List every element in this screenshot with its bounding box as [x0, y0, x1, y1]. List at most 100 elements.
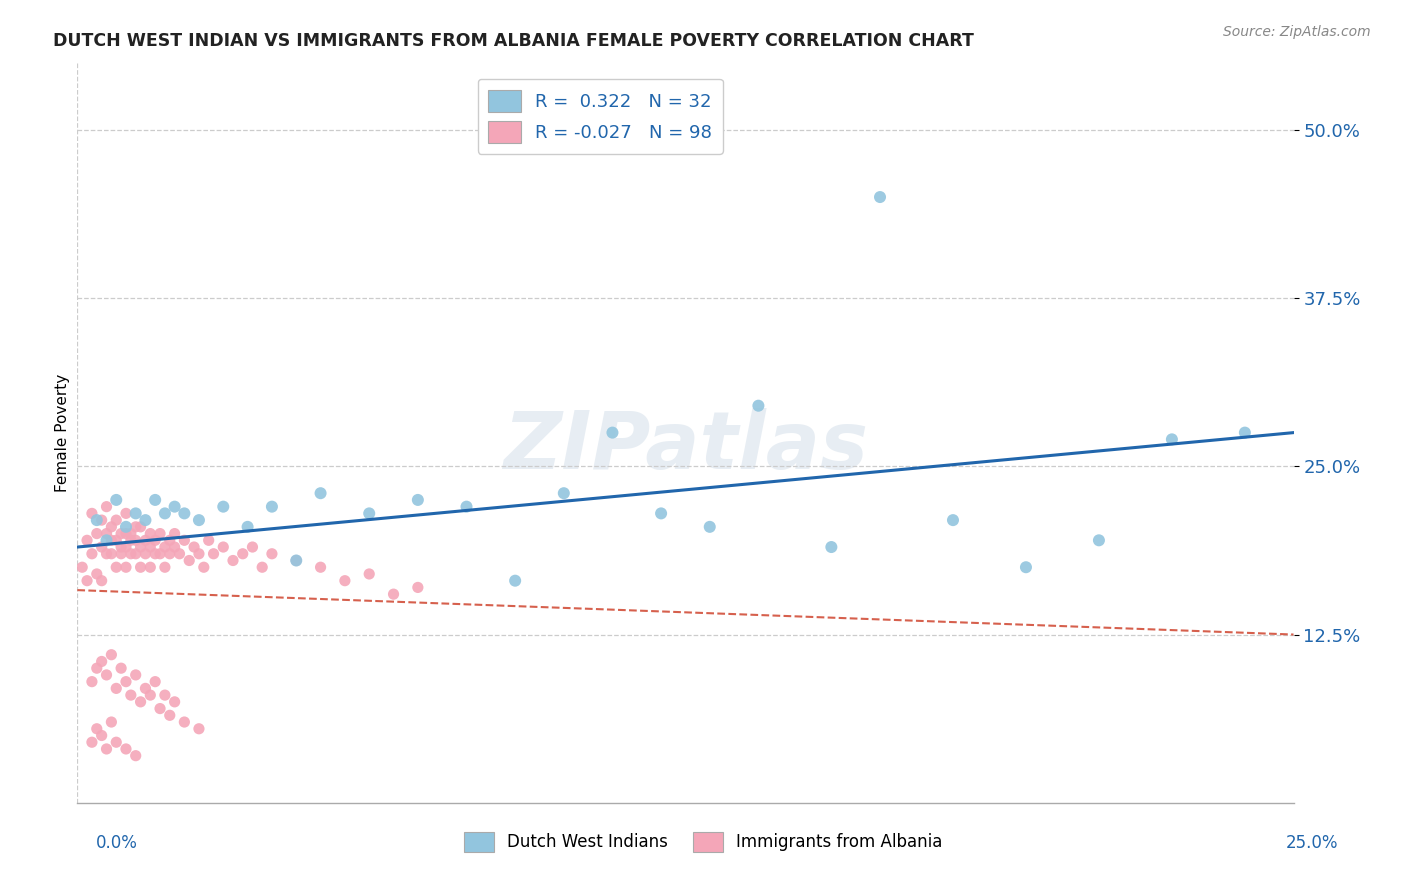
Point [105, 492, 128, 507]
Point [503, 574, 526, 588]
Point [76, 574, 98, 588]
Text: DUTCH WEST INDIAN VS IMMIGRANTS FROM ALBANIA FEMALE POVERTY CORRELATION CHART: DUTCH WEST INDIAN VS IMMIGRANTS FROM ALB… [53, 32, 974, 50]
Point [100, 547, 122, 561]
Point [406, 492, 429, 507]
Point [129, 560, 152, 574]
Point [125, 748, 148, 763]
Point [260, 500, 283, 514]
Point [159, 547, 181, 561]
Point [90, 729, 112, 743]
Point [115, 560, 138, 574]
Point [163, 540, 186, 554]
Point [125, 547, 148, 561]
Point [197, 533, 219, 548]
Point [242, 540, 264, 554]
Point [120, 533, 142, 548]
Point [1015, 560, 1038, 574]
Point [100, 533, 122, 548]
Legend: Dutch West Indians, Immigrants from Albania: Dutch West Indians, Immigrants from Alba… [457, 825, 949, 859]
Point [86, 526, 108, 541]
Point [382, 587, 405, 601]
Point [406, 581, 429, 595]
Point [153, 507, 176, 521]
Point [115, 526, 138, 541]
Point [86, 661, 108, 675]
Point [149, 547, 172, 561]
Point [134, 513, 156, 527]
Point [193, 560, 215, 574]
Point [76, 533, 98, 548]
Text: ZIPatlas: ZIPatlas [503, 409, 868, 486]
Point [139, 540, 162, 554]
Point [173, 533, 195, 548]
Point [232, 547, 254, 561]
Point [96, 547, 118, 561]
Point [125, 533, 148, 548]
Point [456, 500, 478, 514]
Point [110, 661, 132, 675]
Point [134, 533, 156, 548]
Point [100, 520, 122, 534]
Point [179, 553, 201, 567]
Text: Source: ZipAtlas.com: Source: ZipAtlas.com [1223, 25, 1371, 39]
Point [115, 540, 138, 554]
Point [699, 520, 721, 534]
Point [80, 547, 103, 561]
Point [143, 674, 166, 689]
Point [1233, 425, 1256, 440]
Point [188, 722, 211, 736]
Point [125, 520, 148, 534]
Point [70, 560, 93, 574]
Point [820, 540, 842, 554]
Point [650, 507, 672, 521]
Point [202, 547, 225, 561]
Point [143, 533, 166, 548]
Point [129, 520, 152, 534]
Point [285, 553, 308, 567]
Point [173, 714, 195, 729]
Point [188, 513, 211, 527]
Point [90, 513, 112, 527]
Point [222, 553, 245, 567]
Point [143, 492, 166, 507]
Legend: R =  0.322   N = 32, R = -0.027   N = 98: R = 0.322 N = 32, R = -0.027 N = 98 [478, 78, 723, 153]
Point [125, 668, 148, 682]
Point [80, 735, 103, 749]
Point [105, 681, 128, 696]
Point [90, 540, 112, 554]
Point [110, 547, 132, 561]
Point [100, 648, 122, 662]
Point [86, 566, 108, 581]
Point [96, 668, 118, 682]
Point [129, 540, 152, 554]
Point [129, 695, 152, 709]
Point [153, 560, 176, 574]
Y-axis label: Female Poverty: Female Poverty [55, 374, 70, 491]
Point [96, 500, 118, 514]
Point [110, 526, 132, 541]
Point [110, 540, 132, 554]
Point [285, 553, 308, 567]
Point [149, 526, 172, 541]
Point [105, 513, 128, 527]
Point [96, 526, 118, 541]
Point [105, 735, 128, 749]
Point [86, 513, 108, 527]
Point [942, 513, 965, 527]
Point [86, 722, 108, 736]
Point [149, 701, 172, 715]
Point [212, 500, 235, 514]
Point [747, 399, 769, 413]
Point [120, 526, 142, 541]
Point [309, 486, 332, 500]
Point [139, 688, 162, 702]
Point [1161, 433, 1184, 447]
Point [80, 507, 103, 521]
Point [359, 566, 381, 581]
Point [250, 560, 273, 574]
Point [143, 547, 166, 561]
Point [236, 520, 259, 534]
Point [163, 695, 186, 709]
Point [869, 190, 891, 204]
Point [1088, 533, 1111, 548]
